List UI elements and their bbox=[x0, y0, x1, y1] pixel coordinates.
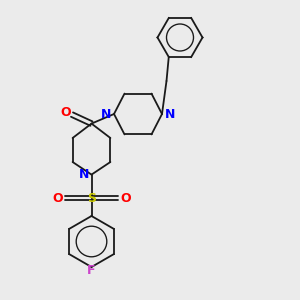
Text: N: N bbox=[101, 107, 111, 121]
Text: O: O bbox=[52, 191, 63, 205]
Text: S: S bbox=[87, 191, 96, 205]
Text: N: N bbox=[165, 107, 175, 121]
Text: O: O bbox=[61, 106, 71, 119]
Text: N: N bbox=[79, 168, 89, 181]
Text: F: F bbox=[87, 264, 96, 278]
Text: O: O bbox=[120, 191, 131, 205]
